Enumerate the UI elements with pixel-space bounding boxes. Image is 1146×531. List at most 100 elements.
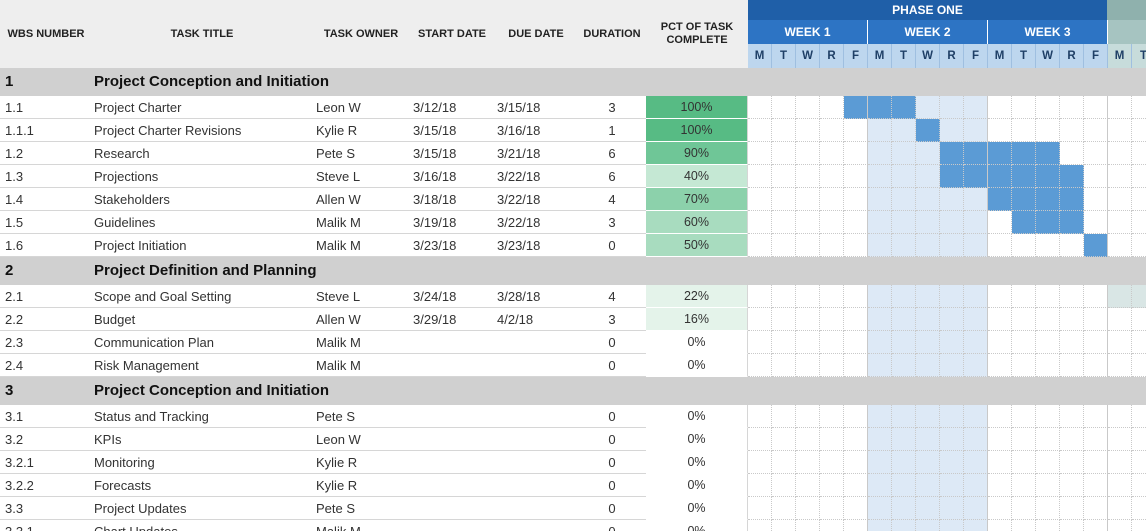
gantt-cell[interactable] <box>772 497 796 520</box>
task-duration-cell[interactable]: 0 <box>578 234 646 257</box>
gantt-cell[interactable] <box>940 142 964 165</box>
gantt-cell[interactable] <box>1084 497 1108 520</box>
gantt-cell[interactable] <box>1132 354 1146 377</box>
section-number[interactable]: 1 <box>5 73 14 90</box>
task-due-cell[interactable]: 3/28/18 <box>494 285 578 308</box>
gantt-cell[interactable] <box>748 96 772 119</box>
gantt-cell[interactable] <box>1060 234 1084 257</box>
day-letter-7[interactable]: T <box>892 44 916 68</box>
gantt-cell[interactable] <box>964 474 988 497</box>
gantt-cell[interactable] <box>964 497 988 520</box>
gantt-cell[interactable] <box>844 497 868 520</box>
gantt-cell[interactable] <box>916 234 940 257</box>
gantt-cell[interactable] <box>940 234 964 257</box>
gantt-cell[interactable] <box>1132 211 1146 234</box>
gantt-cell[interactable] <box>1108 428 1132 451</box>
gantt-cell[interactable] <box>1012 520 1036 531</box>
gantt-cell[interactable] <box>1012 354 1036 377</box>
gantt-cell[interactable] <box>844 165 868 188</box>
day-letter-1[interactable]: M <box>748 44 772 68</box>
gantt-cell[interactable] <box>988 428 1012 451</box>
gantt-cell[interactable] <box>892 308 916 331</box>
gantt-cell[interactable] <box>1060 308 1084 331</box>
gantt-cell[interactable] <box>1012 405 1036 428</box>
task-owner-cell[interactable]: Pete S <box>312 142 410 165</box>
gantt-cell[interactable] <box>1036 497 1060 520</box>
gantt-cell[interactable] <box>1060 497 1084 520</box>
section-header-row[interactable] <box>0 377 1146 405</box>
gantt-cell[interactable] <box>796 285 820 308</box>
task-duration-cell[interactable]: 0 <box>578 405 646 428</box>
gantt-cell[interactable] <box>892 142 916 165</box>
gantt-cell[interactable] <box>1060 188 1084 211</box>
gantt-cell[interactable] <box>892 405 916 428</box>
gantt-cell[interactable] <box>820 119 844 142</box>
gantt-cell[interactable] <box>940 96 964 119</box>
gantt-cell[interactable] <box>916 211 940 234</box>
gantt-cell[interactable] <box>772 165 796 188</box>
gantt-cell[interactable] <box>820 520 844 531</box>
task-owner-cell[interactable]: Leon W <box>312 96 410 119</box>
gantt-cell[interactable] <box>772 234 796 257</box>
day-letter-2[interactable]: T <box>772 44 796 68</box>
gantt-cell[interactable] <box>820 497 844 520</box>
gantt-cell[interactable] <box>748 188 772 211</box>
task-duration-cell[interactable]: 6 <box>578 142 646 165</box>
task-title-cell[interactable]: Guidelines <box>92 211 312 234</box>
task-start-cell[interactable] <box>410 331 494 354</box>
task-pct-complete-cell[interactable]: 0% <box>646 474 748 497</box>
gantt-cell[interactable] <box>748 234 772 257</box>
gantt-cell[interactable] <box>1084 331 1108 354</box>
gantt-cell[interactable] <box>892 428 916 451</box>
gantt-cell[interactable] <box>868 211 892 234</box>
gantt-cell[interactable] <box>772 331 796 354</box>
gantt-cell[interactable] <box>748 428 772 451</box>
task-title-cell[interactable]: Forecasts <box>92 474 312 497</box>
task-start-cell[interactable] <box>410 354 494 377</box>
gantt-cell[interactable] <box>1084 234 1108 257</box>
day-letter-5[interactable]: F <box>844 44 868 68</box>
task-duration-cell[interactable]: 0 <box>578 451 646 474</box>
gantt-cell[interactable] <box>1132 165 1146 188</box>
gantt-cell[interactable] <box>796 451 820 474</box>
task-title-cell[interactable]: Budget <box>92 308 312 331</box>
gantt-cell[interactable] <box>940 451 964 474</box>
day-letter-3[interactable]: W <box>796 44 820 68</box>
gantt-cell[interactable] <box>1132 474 1146 497</box>
gantt-cell[interactable] <box>1060 142 1084 165</box>
gantt-cell[interactable] <box>1060 354 1084 377</box>
gantt-cell[interactable] <box>1084 165 1108 188</box>
gantt-cell[interactable] <box>1060 405 1084 428</box>
task-pct-complete-cell[interactable]: 70% <box>646 188 748 211</box>
gantt-cell[interactable] <box>988 331 1012 354</box>
task-duration-cell[interactable]: 0 <box>578 520 646 531</box>
task-start-cell[interactable] <box>410 451 494 474</box>
task-pct-complete-cell[interactable]: 60% <box>646 211 748 234</box>
gantt-cell[interactable] <box>892 188 916 211</box>
gantt-cell[interactable] <box>796 354 820 377</box>
gantt-cell[interactable] <box>820 474 844 497</box>
gantt-cell[interactable] <box>940 405 964 428</box>
phase-two-header-stub[interactable] <box>1107 0 1146 20</box>
gantt-cell[interactable] <box>820 188 844 211</box>
gantt-cell[interactable] <box>940 285 964 308</box>
day-letter-13[interactable]: W <box>1036 44 1060 68</box>
gantt-cell[interactable] <box>796 497 820 520</box>
gantt-cell[interactable] <box>1132 520 1146 531</box>
task-owner-cell[interactable]: Leon W <box>312 428 410 451</box>
gantt-cell[interactable] <box>916 520 940 531</box>
gantt-cell[interactable] <box>772 405 796 428</box>
gantt-cell[interactable] <box>1084 119 1108 142</box>
gantt-cell[interactable] <box>1036 405 1060 428</box>
gantt-cell[interactable] <box>1108 497 1132 520</box>
task-wbs-cell[interactable]: 2.2 <box>0 308 92 331</box>
task-title-cell[interactable]: Monitoring <box>92 451 312 474</box>
task-owner-cell[interactable]: Pete S <box>312 497 410 520</box>
gantt-cell[interactable] <box>1060 451 1084 474</box>
gantt-cell[interactable] <box>772 285 796 308</box>
task-due-cell[interactable]: 3/16/18 <box>494 119 578 142</box>
gantt-cell[interactable] <box>1108 451 1132 474</box>
task-wbs-cell[interactable]: 2.4 <box>0 354 92 377</box>
gantt-cell[interactable] <box>1132 428 1146 451</box>
gantt-cell[interactable] <box>820 165 844 188</box>
